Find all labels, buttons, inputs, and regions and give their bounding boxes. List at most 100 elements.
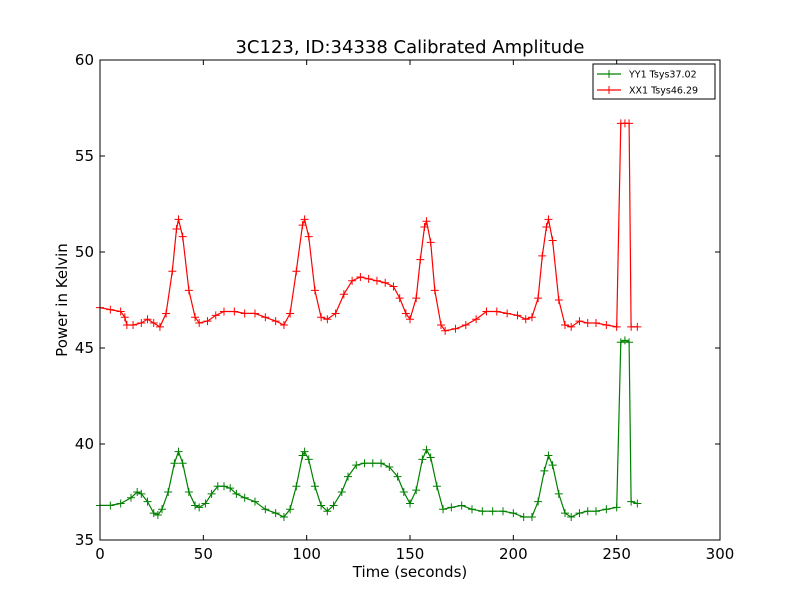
- data-point: [418, 455, 427, 464]
- chart-title: 3C123, ID:34338 Calibrated Amplitude: [235, 37, 584, 58]
- data-point: [323, 315, 332, 324]
- data-point: [554, 296, 563, 304]
- data-point: [567, 512, 576, 521]
- data-point: [116, 499, 125, 508]
- y-tick-label: 55: [75, 147, 94, 165]
- data-point: [534, 497, 543, 506]
- data-point: [527, 512, 536, 521]
- plot-frame: [99, 59, 721, 541]
- data-point: [625, 338, 634, 347]
- data-point: [592, 319, 600, 328]
- data-point: [426, 453, 435, 462]
- legend-marker: [605, 86, 613, 94]
- legend-marker: [605, 70, 613, 78]
- data-point: [261, 313, 270, 322]
- data-point: [575, 509, 584, 518]
- data-point: [240, 309, 249, 318]
- data-point: [129, 320, 138, 329]
- data-point: [592, 507, 600, 516]
- data-point: [472, 315, 481, 324]
- data-point: [149, 319, 158, 328]
- data-point: [162, 309, 171, 318]
- data-point: [492, 307, 501, 316]
- data-point: [201, 499, 210, 508]
- data-point: [240, 493, 249, 502]
- data-point: [292, 267, 301, 276]
- data-point: [116, 307, 125, 316]
- data-point: [548, 461, 557, 470]
- data-point: [538, 251, 547, 260]
- data-point: [583, 319, 592, 328]
- data-point: [143, 315, 152, 324]
- data-point: [426, 238, 435, 247]
- data-point: [416, 255, 425, 264]
- series-0: [96, 336, 642, 521]
- data-point: [271, 509, 280, 518]
- axis-ticks: 0 50 100 150 200 250 300 35 40 45 50 55 60: [75, 51, 734, 563]
- data-point: [344, 472, 352, 481]
- y-tick-label: 35: [75, 531, 94, 549]
- y-tick-label: 50: [75, 243, 94, 261]
- data-point: [203, 317, 212, 326]
- data-point: [521, 315, 530, 324]
- data-point: [432, 482, 441, 491]
- data-point: [633, 499, 642, 508]
- data-point: [172, 224, 181, 233]
- data-point: [337, 488, 346, 496]
- data-point: [406, 315, 414, 324]
- data-point: [437, 320, 445, 329]
- data-point: [542, 223, 551, 232]
- data-point: [352, 461, 361, 470]
- data-point: [106, 501, 115, 510]
- data-point: [153, 511, 162, 520]
- data-point: [468, 505, 476, 514]
- data-point: [482, 307, 491, 316]
- data-point: [261, 505, 270, 514]
- data-point: [393, 472, 402, 481]
- x-tick-label: 150: [396, 545, 425, 563]
- data-point: [441, 326, 450, 335]
- data-point: [422, 217, 431, 226]
- data-point: [220, 482, 228, 491]
- data-point: [292, 482, 301, 491]
- data-point: [420, 223, 429, 232]
- y-tick-label: 40: [75, 435, 94, 453]
- data-point: [554, 489, 563, 498]
- data-point: [583, 507, 592, 516]
- data-point: [612, 503, 621, 512]
- data-point: [168, 267, 177, 276]
- data-point: [226, 484, 235, 493]
- data-point: [519, 512, 528, 521]
- x-tick-label: 200: [499, 545, 528, 563]
- data-point: [286, 505, 295, 514]
- y-tick-label: 60: [75, 51, 94, 69]
- data-point: [377, 459, 386, 468]
- data-point: [298, 451, 307, 460]
- data-point: [304, 455, 313, 464]
- data-point: [430, 286, 439, 295]
- data-point: [561, 320, 569, 329]
- data-point: [317, 501, 326, 510]
- data-point: [620, 336, 629, 345]
- y-axis-title: Power in Kelvin: [53, 243, 71, 357]
- legend: YY1 Tsys37.02 XX1 Tsys46.29: [592, 63, 716, 100]
- data-point: [385, 463, 394, 472]
- data-point: [195, 503, 204, 512]
- x-tick-label: 50: [194, 545, 213, 563]
- series-1: [96, 119, 642, 335]
- data-point: [389, 282, 398, 291]
- data-point: [540, 466, 549, 475]
- data-point: [149, 509, 158, 518]
- data-point: [323, 507, 332, 516]
- data-point: [155, 322, 164, 331]
- data-point: [602, 505, 611, 514]
- data-point: [509, 509, 518, 518]
- data-point: [412, 294, 421, 303]
- data-point: [195, 319, 204, 328]
- data-point: [488, 507, 497, 516]
- data-point: [178, 232, 187, 241]
- data-point: [310, 482, 319, 491]
- data-point: [329, 501, 338, 510]
- data-point: [625, 119, 634, 128]
